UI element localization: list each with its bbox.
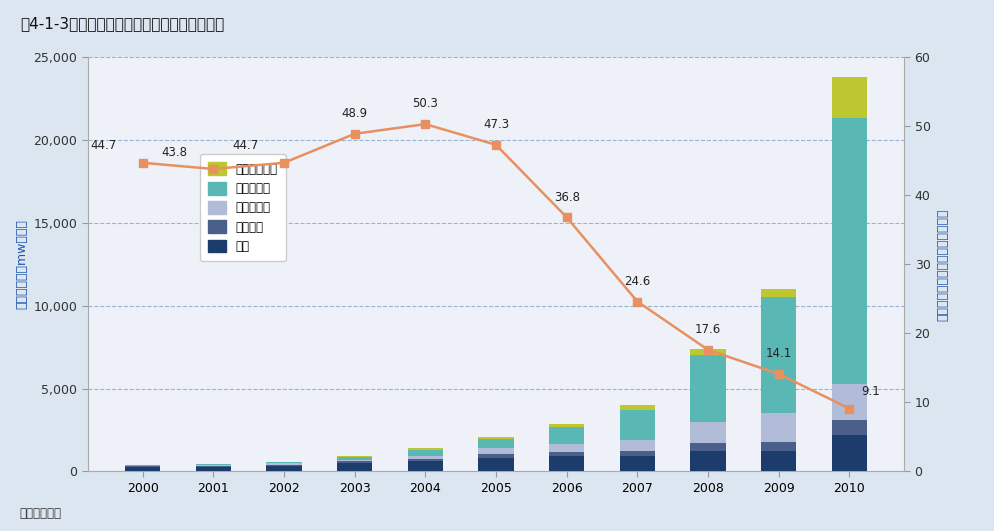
Text: 14.1: 14.1: [765, 347, 792, 360]
Y-axis label: 年間生産量［mw／年］: 年間生産量［mw／年］: [15, 219, 28, 309]
Bar: [266, 465, 301, 466]
Bar: [691, 349, 726, 355]
Bar: [761, 451, 796, 472]
Bar: [549, 456, 584, 472]
Bar: [266, 466, 301, 472]
Bar: [761, 289, 796, 297]
Bar: [337, 457, 373, 460]
Bar: [408, 461, 443, 472]
Bar: [266, 463, 301, 465]
Legend: その他の地域, 中国・台湾, ヨーロッパ, アメリカ, 日本: その他の地域, 中国・台湾, ヨーロッパ, アメリカ, 日本: [200, 154, 285, 261]
Bar: [761, 297, 796, 413]
Bar: [337, 460, 373, 461]
Bar: [478, 449, 514, 455]
Bar: [691, 422, 726, 443]
Bar: [761, 413, 796, 441]
Bar: [478, 458, 514, 472]
Bar: [196, 465, 231, 466]
Bar: [478, 437, 514, 439]
Bar: [549, 444, 584, 452]
Bar: [691, 451, 726, 472]
Text: 17.6: 17.6: [695, 323, 722, 336]
Bar: [619, 410, 655, 440]
Bar: [691, 355, 726, 422]
Text: 47.3: 47.3: [483, 118, 509, 131]
Bar: [266, 462, 301, 463]
Text: 50.3: 50.3: [413, 97, 438, 110]
Bar: [619, 451, 655, 456]
Bar: [408, 456, 443, 459]
Bar: [761, 441, 796, 451]
Bar: [619, 405, 655, 410]
Bar: [196, 467, 231, 472]
Bar: [408, 459, 443, 461]
Bar: [196, 466, 231, 467]
Text: 24.6: 24.6: [624, 275, 650, 288]
Bar: [549, 427, 584, 444]
Bar: [549, 452, 584, 456]
Text: 44.7: 44.7: [232, 140, 258, 152]
Text: 資料：環境省: 資料：環境省: [20, 508, 62, 520]
Text: 43.8: 43.8: [161, 145, 188, 159]
Bar: [125, 467, 160, 472]
Bar: [832, 420, 867, 435]
Text: 9.1: 9.1: [861, 385, 880, 398]
Bar: [337, 456, 373, 457]
Text: 围4-1-3　世界における太陽電池生産量の推移: 围4-1-3 世界における太陽電池生産量の推移: [20, 16, 224, 31]
Bar: [408, 448, 443, 450]
Bar: [337, 461, 373, 463]
Bar: [196, 464, 231, 465]
Text: 44.7: 44.7: [90, 140, 117, 152]
Bar: [832, 435, 867, 472]
Bar: [619, 456, 655, 472]
Bar: [549, 424, 584, 427]
Bar: [125, 466, 160, 467]
Text: 36.8: 36.8: [554, 191, 580, 203]
Bar: [337, 463, 373, 472]
Y-axis label: 世界に占める日本のシェア（％）: 世界に占める日本のシェア（％）: [936, 208, 949, 321]
Bar: [478, 439, 514, 449]
Bar: [478, 455, 514, 458]
Bar: [691, 443, 726, 451]
Text: 48.9: 48.9: [342, 107, 368, 120]
Bar: [832, 118, 867, 383]
Bar: [832, 383, 867, 420]
Bar: [619, 440, 655, 451]
Bar: [832, 77, 867, 118]
Bar: [408, 450, 443, 456]
